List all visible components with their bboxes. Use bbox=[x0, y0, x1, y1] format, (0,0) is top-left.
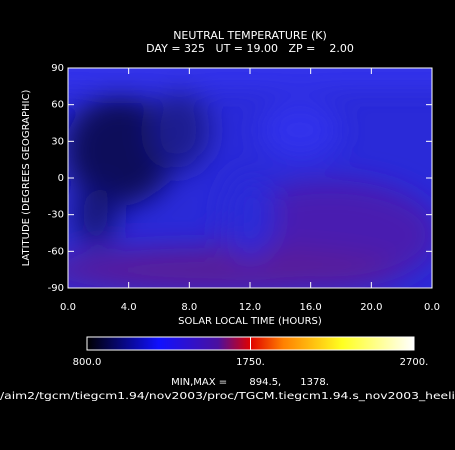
y-tick-label: 30 bbox=[51, 136, 64, 147]
y-tick-label: -30 bbox=[48, 210, 64, 221]
y-tick-label: 90 bbox=[51, 63, 64, 74]
x-tick-label: 0.0 bbox=[60, 302, 76, 313]
chart-subtitle: DAY = 325 UT = 19.00 ZP = 2.00 bbox=[146, 42, 354, 55]
x-tick-label: 8.0 bbox=[181, 302, 197, 313]
x-tick-label: 16.0 bbox=[300, 302, 322, 313]
y-tick-label: -90 bbox=[48, 283, 64, 294]
x-tick-label: 12.0 bbox=[239, 302, 261, 313]
chart-title: NEUTRAL TEMPERATURE (K) bbox=[173, 29, 327, 42]
x-tick-label: 20.0 bbox=[360, 302, 382, 313]
x-axis-label: SOLAR LOCAL TIME (HOURS) bbox=[178, 316, 322, 327]
y-tick-label: -60 bbox=[48, 246, 64, 257]
y-tick-label: 60 bbox=[51, 100, 64, 111]
colorbar-tick-label: 1750. bbox=[236, 357, 265, 368]
colorbar-tick-label: 2700. bbox=[400, 357, 429, 368]
y-tick-label: 0 bbox=[58, 173, 64, 184]
file-path: /aim2/tgcm/tiegcm1.94/nov2003/proc/TGCM.… bbox=[0, 391, 455, 402]
y-axis-label: LATITUDE (DEGREES GEOGRAPHIC) bbox=[21, 90, 32, 267]
x-tick-label: 4.0 bbox=[121, 302, 137, 313]
x-tick-label: 0.0 bbox=[424, 302, 440, 313]
temperature-field bbox=[68, 68, 432, 288]
colorbar-tick-label: 800.0 bbox=[73, 357, 102, 368]
min-max-text: MIN,MAX = 894.5, 1378. bbox=[171, 377, 329, 388]
